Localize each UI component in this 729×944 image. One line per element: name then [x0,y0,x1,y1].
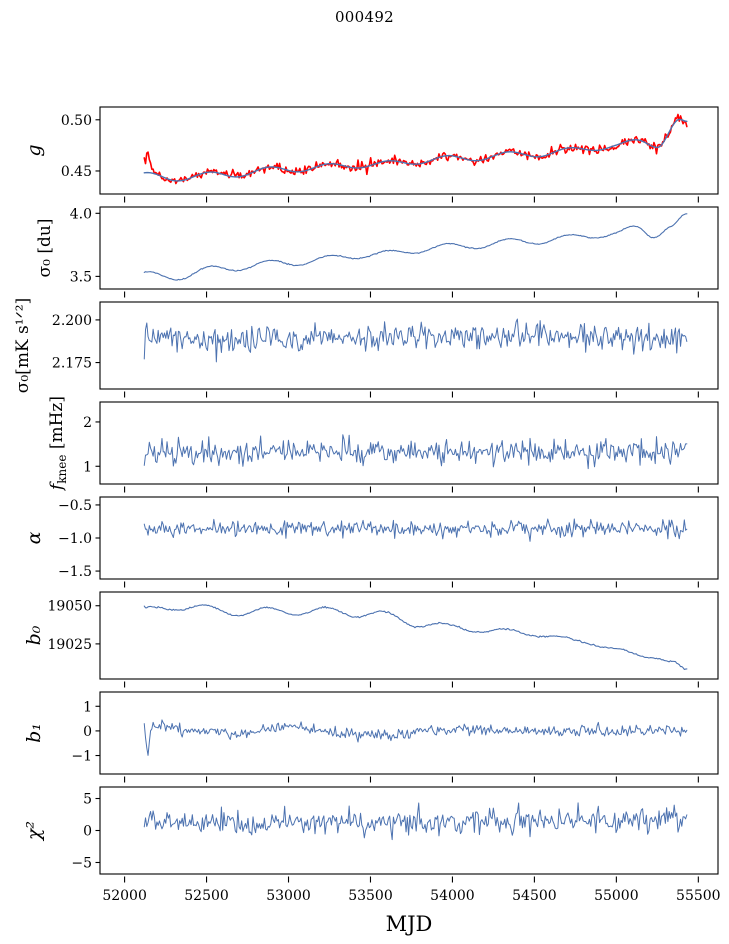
panel-f_knee: 1 2 fknee [mHz] [47,396,719,493]
panel-frame-alpha [99,496,719,580]
panel-chi2: 5 0 −5 52000 52500 53000 53500 54000 54500 55000 5… [23,786,721,904]
ytick-label-b1-0: 1 [83,699,92,715]
series-f_knee-f_knee [143,434,688,470]
panel-frame-f_knee [99,401,719,485]
xtick-label-5: 54500 [512,888,557,904]
xtick-label-4: 54000 [430,888,475,904]
ytick-label-b0-0: 19025 [47,637,92,653]
ytick-label-b1-2: −1 [71,749,92,765]
ylabel-f_knee: fknee [mHz] [47,396,69,492]
panel-frame-b0 [99,591,719,680]
panel-sigma0_du: 3.5 4.0 σ₀ [du] [35,206,719,298]
series-b0-b0 [143,604,688,670]
panel-frame-b1 [99,691,719,775]
figure-title: 000492 [334,8,395,26]
ytick-label-alpha-0: −0.5 [58,498,92,514]
series-alpha-alpha [143,518,688,542]
panel-gain: 0.45 0.50 g [23,106,719,203]
panel-frame-sigma0_mk [99,301,719,390]
ylabel-b1: b₁ [23,723,45,743]
series-gain-g_smooth [143,118,688,182]
ytick-label-f_knee-0: 1 [83,459,92,475]
ylabel-chi2: χ² [23,821,45,842]
ylabel-b0: b₀ [23,625,45,645]
ytick-label-chi2-0: 5 [83,792,92,808]
panel-alpha: −0.5 −1.0 −1.5 α [23,496,719,588]
panel-frame-sigma0_du [99,206,719,290]
series-b1-b1 [143,719,688,756]
ytick-label-sigma0_mk-1: 2.200 [52,313,92,329]
ytick-label-sigma0_mk-0: 2.175 [52,356,92,372]
ytick-label-b1-1: 0 [83,724,92,740]
panel-b1: 1 0 −1 b₁ [23,691,719,783]
ylabel-gain: g [23,144,45,156]
ylabel-sigma0_mk: σ₀[mK s¹ᐟ²] [13,298,33,393]
ylabel-sigma0_du: σ₀ [du] [35,219,55,278]
xtick-label-7: 55500 [676,888,721,904]
xtick-label-1: 52500 [184,888,229,904]
ytick-label-b0-1: 19050 [47,599,92,615]
ytick-label-gain-1: 0.50 [61,113,92,129]
series-sigma0_du-sigma0_du [143,213,688,281]
ytick-label-f_knee-1: 2 [83,415,92,431]
ytick-label-chi2-2: −5 [71,855,92,871]
ytick-label-sigma0_du-0: 3.5 [70,269,92,285]
ytick-label-alpha-2: −1.5 [58,564,92,580]
panel-sigma0_mk: 2.175 2.200 σ₀[mK s¹ᐟ²] [13,298,719,398]
xtick-label-3: 53500 [348,888,393,904]
ytick-label-chi2-1: 0 [83,824,92,840]
xtick-label-0: 52000 [102,888,147,904]
xaxis-title: MJD [386,912,433,936]
series-sigma0_mk-sigma0_mk [143,318,688,363]
ytick-label-gain-0: 0.45 [61,164,92,180]
panel-frame-gain [99,106,719,195]
ylabel-alpha: α [23,531,45,544]
ytick-label-alpha-1: −1.0 [58,531,92,547]
xtick-label-2: 53000 [266,888,311,904]
xtick-label-6: 55000 [594,888,639,904]
series-chi2-chi2 [143,802,688,841]
ytick-label-sigma0_du-1: 4.0 [70,206,92,222]
